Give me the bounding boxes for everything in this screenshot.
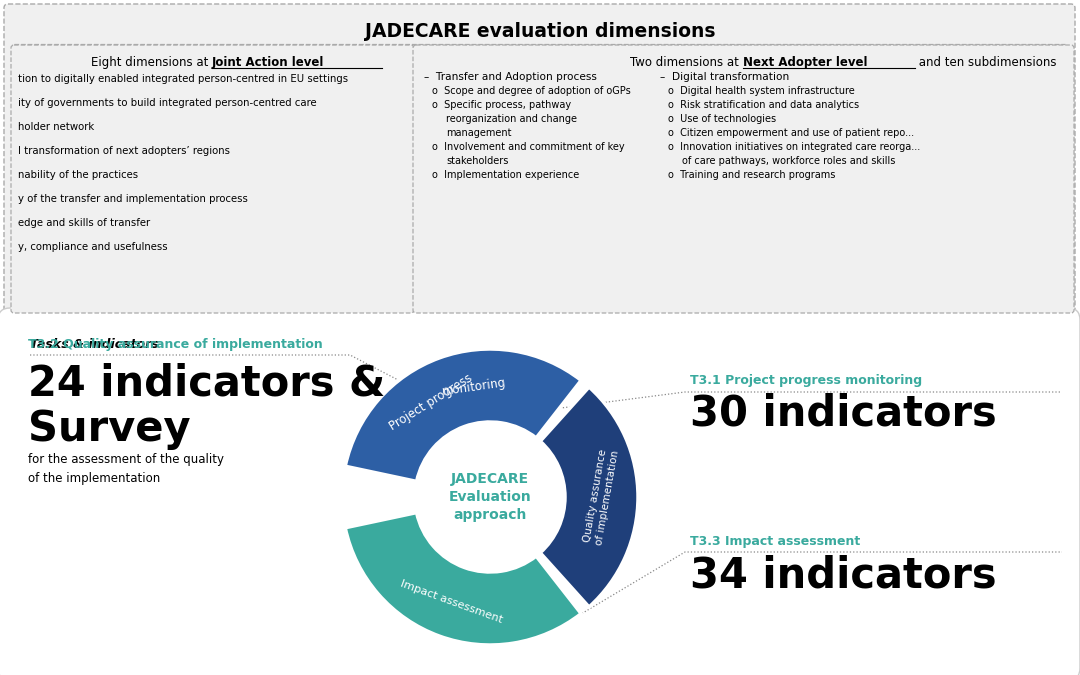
Text: o  Implementation experience: o Implementation experience [432,170,579,180]
Text: 34 indicators: 34 indicators [690,554,997,596]
Text: o  Risk stratification and data analytics: o Risk stratification and data analytics [669,100,859,110]
Text: JADECARE evaluation dimensions: JADECARE evaluation dimensions [365,22,715,41]
Text: reorganization and change: reorganization and change [446,114,577,124]
Text: 30 indicators: 30 indicators [690,393,997,435]
Text: Two dimensions at: Two dimensions at [631,56,743,69]
Text: management: management [446,128,512,138]
Text: o  Citizen empowerment and use of patient repo...: o Citizen empowerment and use of patient… [669,128,914,138]
Text: stakeholders: stakeholders [446,156,509,166]
Text: o  Specific process, pathway: o Specific process, pathway [432,100,571,110]
Wedge shape [346,349,581,481]
FancyBboxPatch shape [11,45,414,313]
Text: ity of governments to build integrated person-centred care: ity of governments to build integrated p… [18,98,316,108]
Text: y of the transfer and implementation process: y of the transfer and implementation pro… [18,194,248,204]
Text: T3.2 Quality assurance of implementation: T3.2 Quality assurance of implementation [28,338,323,351]
Text: JADECARE: JADECARE [451,472,529,486]
Circle shape [416,423,564,571]
Text: y, compliance and usefulness: y, compliance and usefulness [18,242,167,252]
Text: Project progress: Project progress [387,372,475,433]
Text: o  Innovation initiatives on integrated care reorga...: o Innovation initiatives on integrated c… [669,142,920,152]
Text: o  Training and research programs: o Training and research programs [669,170,835,180]
Text: T3.3 Impact assessment: T3.3 Impact assessment [690,535,861,548]
Text: o  Involvement and commitment of key: o Involvement and commitment of key [432,142,624,152]
Text: monitoring: monitoring [442,376,508,398]
Text: o  Digital health system infrastructure: o Digital health system infrastructure [669,86,854,96]
Text: Tasks & indicators: Tasks & indicators [30,338,159,351]
Wedge shape [346,512,581,645]
Text: Evaluation: Evaluation [448,490,531,504]
Text: for the assessment of the quality
of the implementation: for the assessment of the quality of the… [28,453,224,485]
Text: nability of the practices: nability of the practices [18,170,138,180]
Text: holder network: holder network [18,122,94,132]
Text: –  Digital transformation: – Digital transformation [660,72,789,82]
Text: tion to digitally enabled integrated person-centred in EU settings: tion to digitally enabled integrated per… [18,74,348,84]
Text: edge and skills of transfer: edge and skills of transfer [18,218,150,228]
Text: approach: approach [454,508,527,522]
Text: of care pathways, workforce roles and skills: of care pathways, workforce roles and sk… [681,156,895,166]
Text: T3.1 Project progress monitoring: T3.1 Project progress monitoring [690,374,922,387]
Text: Survey: Survey [28,408,191,450]
Text: o  Use of technologies: o Use of technologies [669,114,777,124]
Text: –  Transfer and Adoption process: – Transfer and Adoption process [424,72,597,82]
Text: Impact assessment: Impact assessment [400,578,504,625]
Text: o  Scope and degree of adoption of oGPs: o Scope and degree of adoption of oGPs [432,86,631,96]
Text: Eight dimensions at: Eight dimensions at [91,56,212,69]
Text: l transformation of next adopters’ regions: l transformation of next adopters’ regio… [18,146,230,156]
Text: Next Adopter level: Next Adopter level [743,56,867,69]
FancyBboxPatch shape [413,45,1074,313]
FancyBboxPatch shape [0,308,1080,675]
Text: Quality assurance
of implementation: Quality assurance of implementation [582,448,621,546]
Text: 24 indicators &: 24 indicators & [28,362,386,404]
FancyBboxPatch shape [4,4,1075,320]
Text: Joint Action level: Joint Action level [212,56,324,69]
Text: and ten subdimensions: and ten subdimensions [915,56,1056,69]
Wedge shape [540,387,638,607]
